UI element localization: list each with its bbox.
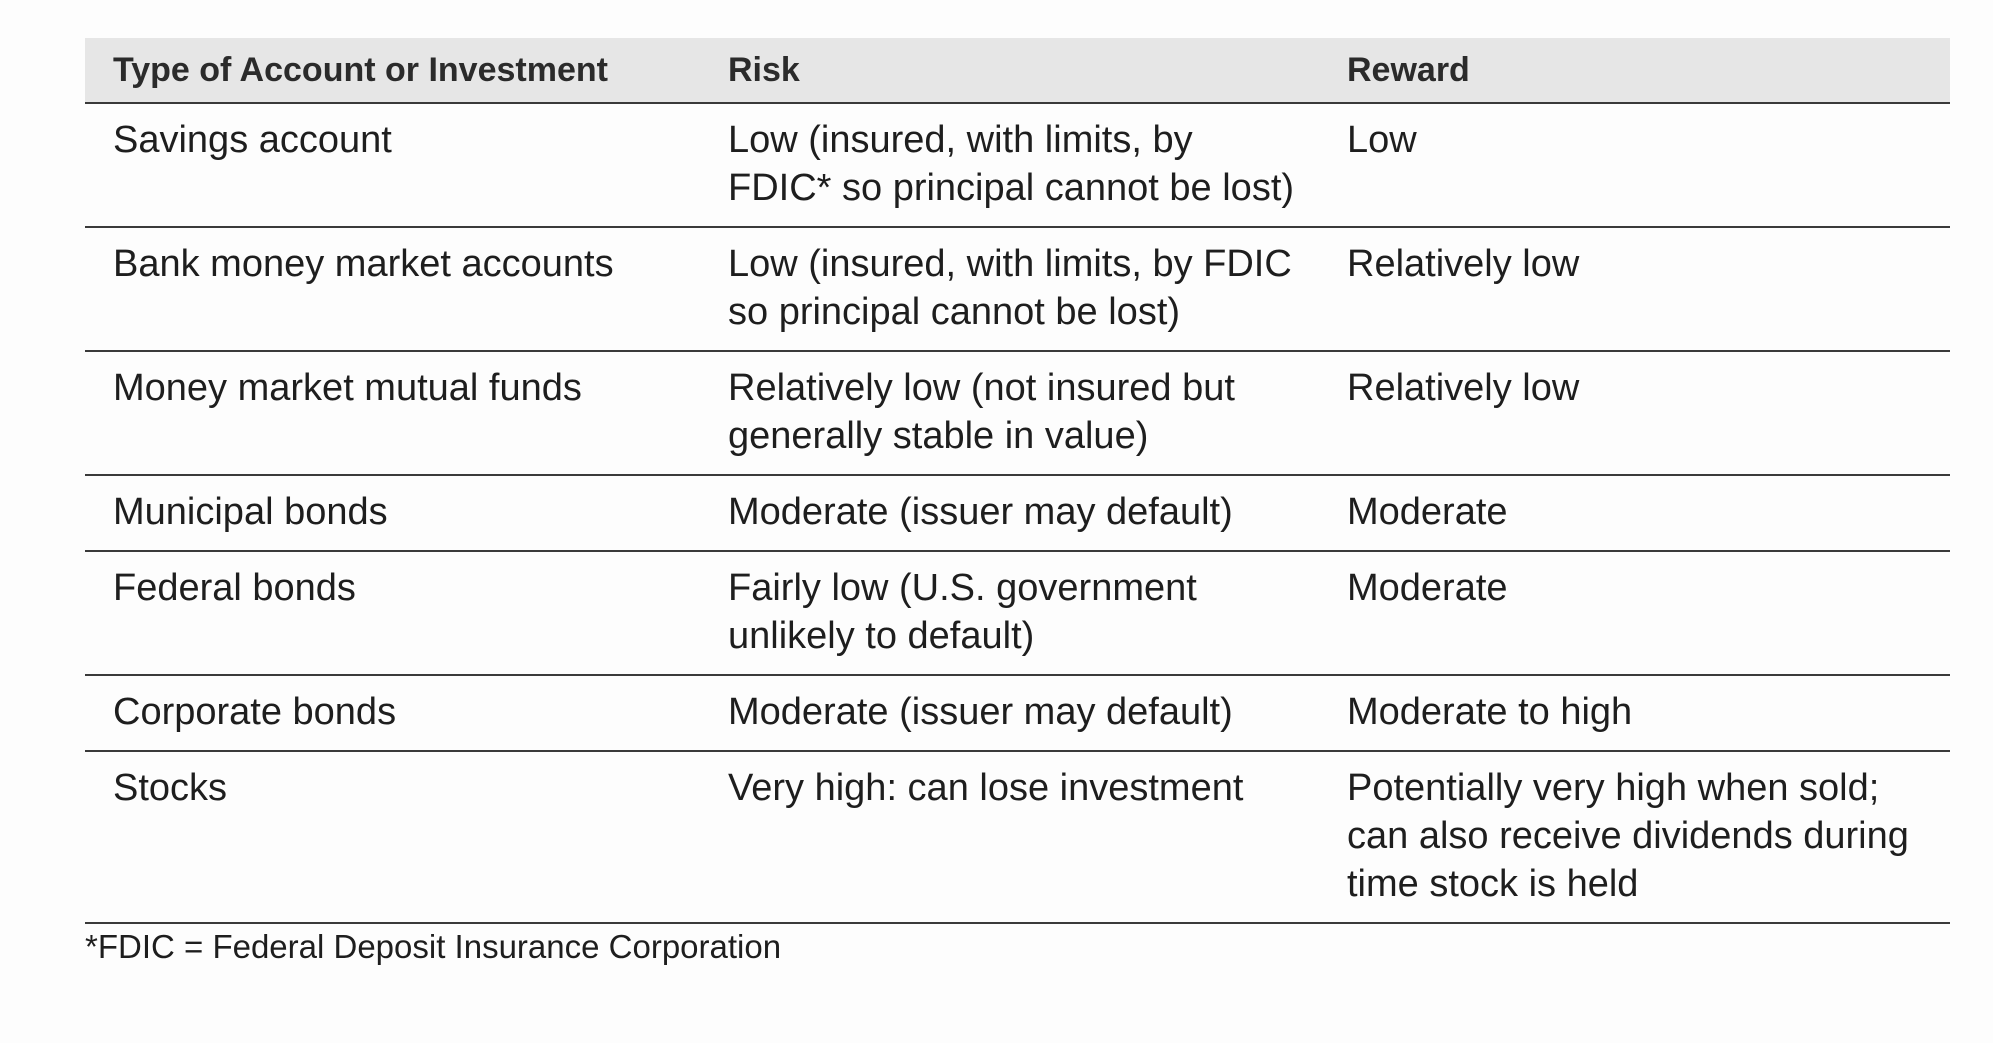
cell-type: Federal bonds: [85, 551, 702, 676]
header-type: Type of Account or Investment: [85, 38, 702, 104]
cell-reward: Low: [1329, 103, 1950, 228]
cell-risk: Low (insured, with limits, by FDIC so pr…: [702, 227, 1329, 352]
table-header: Type of Account or Investment Risk Rewar…: [85, 38, 1950, 104]
table-row: Savings account Low (insured, with limit…: [85, 103, 1950, 228]
header-reward: Reward: [1329, 38, 1950, 104]
table-row: Corporate bonds Moderate (issuer may def…: [85, 675, 1950, 752]
investment-risk-table: Type of Account or Investment Risk Rewar…: [85, 38, 1950, 924]
table-row: Stocks Very high: can lose investment Po…: [85, 751, 1950, 924]
cell-reward: Potentially very high when sold; can als…: [1329, 751, 1950, 924]
table-row: Bank money market accounts Low (insured,…: [85, 227, 1950, 352]
cell-type: Savings account: [85, 103, 702, 228]
table-row: Federal bonds Fairly low (U.S. governmen…: [85, 551, 1950, 676]
investment-risk-table-container: Type of Account or Investment Risk Rewar…: [85, 38, 1950, 924]
cell-risk: Moderate (issuer may default): [702, 475, 1329, 552]
cell-type: Municipal bonds: [85, 475, 702, 552]
header-risk: Risk: [702, 38, 1329, 104]
cell-reward: Moderate: [1329, 475, 1950, 552]
cell-risk: Very high: can lose investment: [702, 751, 1329, 924]
table-body: Savings account Low (insured, with limit…: [85, 103, 1950, 924]
footnote: *FDIC = Federal Deposit Insurance Corpor…: [85, 928, 782, 965]
cell-reward: Relatively low: [1329, 227, 1950, 352]
cell-risk: Fairly low (U.S. government unlikely to …: [702, 551, 1329, 676]
table-row: Municipal bonds Moderate (issuer may def…: [85, 475, 1950, 552]
cell-risk: Relatively low (not insured but generall…: [702, 351, 1329, 476]
table-row: Money market mutual funds Relatively low…: [85, 351, 1950, 476]
cell-type: Stocks: [85, 751, 702, 924]
cell-reward: Moderate to high: [1329, 675, 1950, 752]
cell-risk: Moderate (issuer may default): [702, 675, 1329, 752]
cell-type: Money market mutual funds: [85, 351, 702, 476]
header-row: Type of Account or Investment Risk Rewar…: [85, 38, 1950, 104]
cell-reward: Relatively low: [1329, 351, 1950, 476]
cell-risk: Low (insured, with limits, by FDIC* so p…: [702, 103, 1329, 228]
cell-type: Corporate bonds: [85, 675, 702, 752]
cell-type: Bank money market accounts: [85, 227, 702, 352]
cell-reward: Moderate: [1329, 551, 1950, 676]
